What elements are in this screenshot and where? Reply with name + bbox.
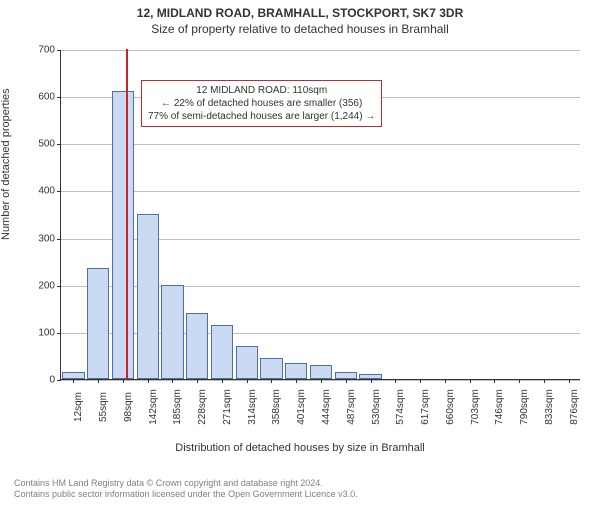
attribution: Contains HM Land Registry data © Crown c…: [14, 478, 358, 501]
property-marker-line: [126, 49, 128, 379]
x-tick-label: 401sqm: [296, 389, 307, 425]
x-tick-label: 314sqm: [247, 389, 258, 425]
x-tick: [569, 379, 570, 383]
x-tick: [296, 379, 297, 383]
x-tick-label: 703sqm: [470, 389, 481, 425]
x-tick: [321, 379, 322, 383]
gridline: [61, 144, 580, 145]
plot-wrap: Number of detached properties 0100200300…: [0, 40, 600, 440]
x-tick: [494, 379, 495, 383]
y-axis-label: Number of detached properties: [0, 88, 12, 240]
gridline: [61, 191, 580, 192]
x-tick-label: 790sqm: [519, 389, 530, 425]
attribution-line2: Contains public sector information licen…: [14, 489, 358, 500]
x-tick: [222, 379, 223, 383]
x-tick-label: 98sqm: [123, 392, 134, 422]
y-tick-label: 500: [38, 139, 61, 150]
x-tick-label: 185sqm: [172, 389, 183, 425]
x-tick: [73, 379, 74, 383]
title-main: 12, MIDLAND ROAD, BRAMHALL, STOCKPORT, S…: [0, 6, 600, 20]
x-tick: [247, 379, 248, 383]
y-tick-label: 100: [38, 327, 61, 338]
histogram-bar: [285, 363, 307, 380]
info-box-line: 12 MIDLAND ROAD: 110sqm: [148, 84, 375, 97]
histogram-bar: [260, 358, 282, 379]
plot-area: 010020030040050060070012sqm55sqm98sqm142…: [60, 50, 580, 380]
x-tick: [470, 379, 471, 383]
x-tick: [346, 379, 347, 383]
histogram-bar: [310, 365, 332, 379]
x-tick-label: 660sqm: [445, 389, 456, 425]
x-tick-label: 271sqm: [222, 389, 233, 425]
y-tick-label: 400: [38, 186, 61, 197]
x-tick: [123, 379, 124, 383]
info-box: 12 MIDLAND ROAD: 110sqm← 22% of detached…: [141, 80, 382, 127]
x-axis-label: Distribution of detached houses by size …: [0, 442, 600, 454]
x-tick-label: 55sqm: [98, 392, 109, 422]
histogram-bar: [335, 372, 357, 379]
histogram-bar: [186, 313, 208, 379]
x-tick-label: 833sqm: [544, 389, 555, 425]
x-tick: [98, 379, 99, 383]
x-tick: [271, 379, 272, 383]
histogram-bar: [137, 214, 159, 379]
y-tick-label: 0: [49, 375, 61, 386]
y-tick-label: 700: [38, 45, 61, 56]
x-tick: [519, 379, 520, 383]
x-tick: [420, 379, 421, 383]
gridline: [61, 50, 580, 51]
x-tick-label: 142sqm: [148, 389, 159, 425]
y-tick-label: 200: [38, 280, 61, 291]
x-tick-label: 746sqm: [494, 389, 505, 425]
x-tick-label: 358sqm: [271, 389, 282, 425]
y-tick-label: 600: [38, 92, 61, 103]
attribution-line1: Contains HM Land Registry data © Crown c…: [14, 478, 358, 489]
x-tick: [172, 379, 173, 383]
x-tick-label: 574sqm: [395, 389, 406, 425]
x-tick-label: 876sqm: [569, 389, 580, 425]
x-tick: [395, 379, 396, 383]
x-tick: [544, 379, 545, 383]
histogram-bar: [62, 372, 84, 379]
x-tick-label: 12sqm: [73, 392, 84, 422]
x-tick-label: 530sqm: [371, 389, 382, 425]
x-tick-label: 444sqm: [321, 389, 332, 425]
histogram-bar: [211, 325, 233, 379]
histogram-bar: [87, 268, 109, 379]
info-box-line: ← 22% of detached houses are smaller (35…: [148, 97, 375, 110]
histogram-bar: [236, 346, 258, 379]
x-tick: [445, 379, 446, 383]
x-tick: [197, 379, 198, 383]
x-tick-label: 487sqm: [346, 389, 357, 425]
title-sub: Size of property relative to detached ho…: [0, 22, 600, 36]
histogram-bar: [112, 91, 134, 379]
x-tick: [371, 379, 372, 383]
y-tick-label: 300: [38, 233, 61, 244]
info-box-line: 77% of semi-detached houses are larger (…: [148, 110, 375, 123]
x-tick: [148, 379, 149, 383]
histogram-bar: [161, 285, 183, 379]
x-tick-label: 228sqm: [197, 389, 208, 425]
x-tick-label: 617sqm: [420, 389, 431, 425]
